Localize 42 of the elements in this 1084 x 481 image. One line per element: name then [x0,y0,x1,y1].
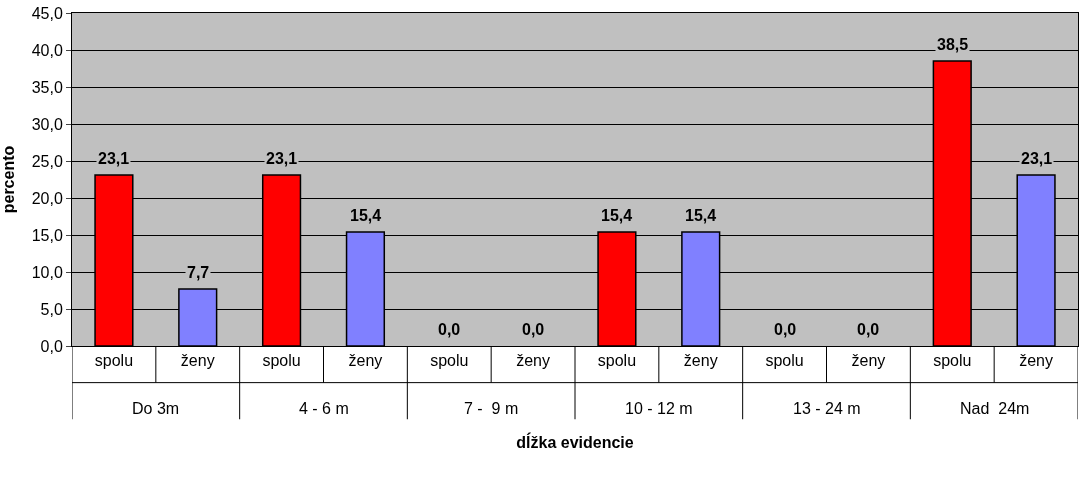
x-tick-label: ženy [348,352,383,370]
data-label: 0,0 [774,321,797,338]
data-label: 15,4 [350,207,382,224]
y-tick-label: 30,0 [31,115,63,133]
x-tick-label: ženy [516,352,550,370]
y-tick-label: 10,0 [31,263,63,281]
data-label: 23,1 [266,150,298,167]
text: 13 - 24 m [793,400,861,417]
y-tick-label: 45,0 [31,4,63,22]
x-tick-label: ženy [851,352,886,370]
data-label: 23,1 [98,150,130,167]
data-label: 0,0 [857,321,880,338]
data-label: 0,0 [522,321,545,338]
x-tick-label: ženy [1019,352,1053,370]
y-tick-label: 35,0 [31,78,63,96]
x-tick-label: spolu [94,352,134,370]
data-label: 23,1 [1021,150,1053,167]
x-tick-label: spolu [597,352,637,370]
text: 10 - 12 m [625,400,693,417]
text: 4 - 6 m [299,400,349,417]
y-tick-label: 5,0 [40,300,63,318]
y-tick-label: 20,0 [31,189,63,207]
data-label: 7,7 [187,264,210,281]
y-tick-label: 0,0 [40,337,63,355]
text: 7 - 9 m [464,400,519,417]
data-label: 0,0 [438,321,461,338]
y-tick-label: 25,0 [31,152,63,170]
x-axis-title: dĺžka evidencie [516,431,634,451]
x-tick-label: ženy [683,352,718,370]
text: Nad 24m [960,400,1030,417]
x-tick-label: spolu [262,352,301,370]
x-tick-label: ženy [180,352,215,370]
data-label: 38,5 [937,36,969,53]
y-tick-label: 15,0 [31,226,63,244]
x-tick-label: spolu [765,352,804,370]
text: Do 3m [132,400,180,417]
data-label: 15,4 [685,207,717,224]
y-axis-title: percento [0,145,17,214]
y-tick-label: 40,0 [31,41,63,59]
data-label: 15,4 [601,207,633,224]
x-tick-label: spolu [430,352,469,370]
x-tick-label: spolu [933,352,972,370]
